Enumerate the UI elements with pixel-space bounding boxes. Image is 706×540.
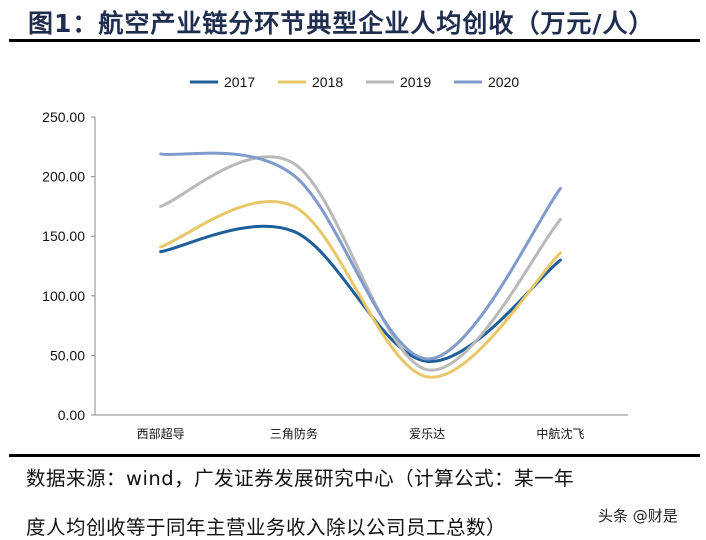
x-tick-label: 中航沈飞: [536, 426, 584, 441]
y-tick-label: 150.00: [42, 228, 85, 244]
series-line-2020: [159, 151, 562, 361]
legend-label-2019: 2019: [400, 74, 431, 90]
line-chart: 0.00 50.00 100.00 150.00 200.00 250.00 西部超导 三角防…: [42, 74, 628, 441]
y-tick-label: 0.00: [58, 407, 85, 423]
title-divider: [9, 39, 700, 42]
x-tick-label: 西部超导: [137, 426, 185, 441]
series-line-2019: [159, 155, 562, 372]
footer-divider: [9, 454, 700, 457]
y-tick-label: 100.00: [42, 288, 85, 304]
legend-label-2020: 2020: [488, 74, 519, 90]
legend-label-2018: 2018: [312, 74, 343, 90]
series-line-2018: [159, 199, 562, 379]
x-tick-label: 三角防务: [270, 426, 318, 441]
source-note-line2: 度人均创收等于同年主营业务收入除以公司员工总数）: [26, 516, 507, 539]
y-tick-label: 50.00: [50, 347, 85, 363]
y-tick-label: 250.00: [42, 109, 85, 125]
watermark: 头条 @财是: [598, 507, 678, 525]
y-tick-label: 200.00: [42, 169, 85, 185]
legend-label-2017: 2017: [224, 74, 255, 90]
x-tick-label: 爱乐达: [409, 427, 445, 441]
figure-title: 图1：航空产业链分环节典型企业人均创收（万元/人）: [28, 9, 655, 38]
source-note-line1: 数据来源：wind，广发证券发展研究中心（计算公式：某一年: [26, 467, 575, 490]
